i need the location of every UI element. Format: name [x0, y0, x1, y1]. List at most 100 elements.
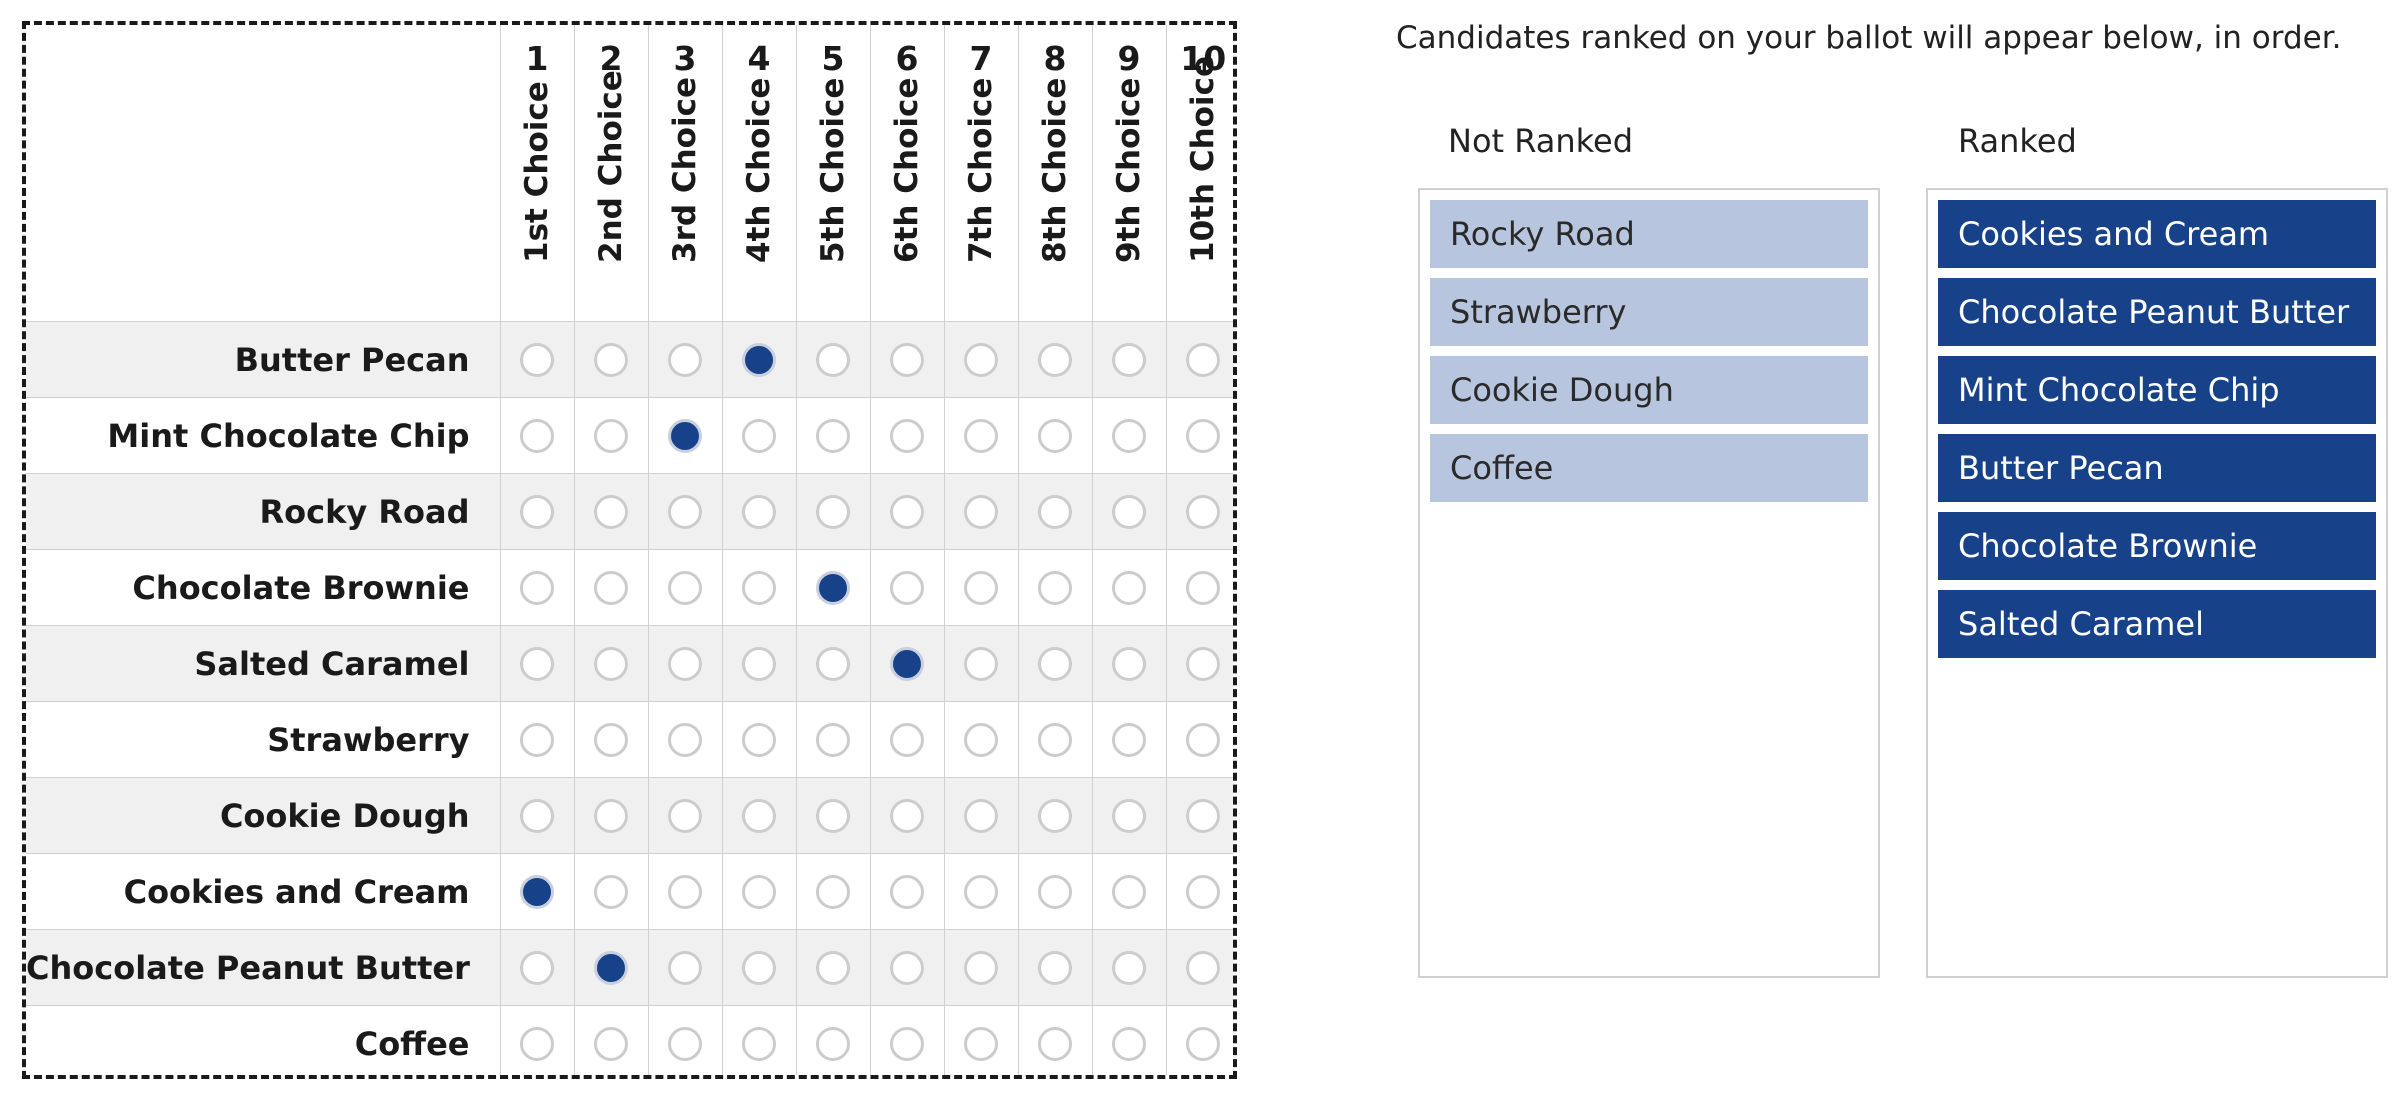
rank-bubble[interactable]: [1186, 494, 1221, 529]
rank-bubble[interactable]: [816, 646, 850, 681]
rank-bubble[interactable]: [964, 342, 998, 377]
rank-bubble[interactable]: [1112, 494, 1146, 529]
rank-bubble-selected[interactable]: [742, 342, 776, 377]
rank-bubble[interactable]: [890, 950, 924, 985]
rank-bubble[interactable]: [520, 342, 554, 377]
rank-bubble[interactable]: [964, 646, 998, 681]
rank-bubble[interactable]: [742, 1026, 776, 1061]
rank-bubble[interactable]: [742, 646, 776, 681]
rank-bubble[interactable]: [742, 950, 776, 985]
rank-bubble[interactable]: [890, 798, 924, 833]
rank-bubble[interactable]: [1186, 570, 1221, 605]
not-ranked-item[interactable]: Strawberry: [1430, 278, 1868, 346]
rank-bubble-selected[interactable]: [594, 950, 628, 985]
rank-bubble[interactable]: [1186, 418, 1221, 453]
rank-bubble[interactable]: [1038, 342, 1072, 377]
not-ranked-item[interactable]: Coffee: [1430, 434, 1868, 502]
rank-bubble[interactable]: [520, 722, 554, 757]
rank-bubble[interactable]: [1112, 418, 1146, 453]
rank-bubble[interactable]: [964, 798, 998, 833]
rank-bubble[interactable]: [816, 418, 850, 453]
rank-bubble[interactable]: [964, 494, 998, 529]
rank-bubble[interactable]: [594, 722, 628, 757]
rank-bubble[interactable]: [594, 570, 628, 605]
ranked-item[interactable]: Mint Chocolate Chip: [1938, 356, 2376, 424]
rank-bubble[interactable]: [1038, 418, 1072, 453]
rank-bubble[interactable]: [1038, 798, 1072, 833]
rank-bubble[interactable]: [742, 494, 776, 529]
ranked-item[interactable]: Chocolate Peanut Butter: [1938, 278, 2376, 346]
rank-bubble[interactable]: [816, 798, 850, 833]
rank-bubble[interactable]: [1038, 494, 1072, 529]
rank-bubble-selected[interactable]: [520, 874, 554, 909]
rank-bubble[interactable]: [1038, 874, 1072, 909]
rank-bubble[interactable]: [668, 798, 702, 833]
rank-bubble[interactable]: [816, 950, 850, 985]
rank-bubble[interactable]: [1112, 874, 1146, 909]
rank-bubble[interactable]: [520, 798, 554, 833]
rank-bubble[interactable]: [594, 494, 628, 529]
rank-bubble[interactable]: [816, 1026, 850, 1061]
rank-bubble[interactable]: [1112, 570, 1146, 605]
rank-bubble[interactable]: [1038, 722, 1072, 757]
rank-bubble[interactable]: [890, 342, 924, 377]
rank-bubble[interactable]: [964, 722, 998, 757]
rank-bubble[interactable]: [964, 1026, 998, 1061]
rank-bubble[interactable]: [1112, 1026, 1146, 1061]
rank-bubble[interactable]: [520, 418, 554, 453]
rank-bubble[interactable]: [668, 342, 702, 377]
rank-bubble[interactable]: [1112, 722, 1146, 757]
rank-bubble[interactable]: [1112, 950, 1146, 985]
rank-bubble[interactable]: [1186, 342, 1221, 377]
rank-bubble[interactable]: [742, 722, 776, 757]
rank-bubble[interactable]: [594, 874, 628, 909]
rank-bubble[interactable]: [742, 570, 776, 605]
rank-bubble[interactable]: [742, 874, 776, 909]
rank-bubble[interactable]: [594, 798, 628, 833]
rank-bubble[interactable]: [964, 570, 998, 605]
rank-bubble[interactable]: [668, 950, 702, 985]
rank-bubble[interactable]: [594, 1026, 628, 1061]
rank-bubble[interactable]: [742, 798, 776, 833]
ranked-item[interactable]: Butter Pecan: [1938, 434, 2376, 502]
rank-bubble[interactable]: [1038, 1026, 1072, 1061]
rank-bubble[interactable]: [668, 1026, 702, 1061]
rank-bubble[interactable]: [890, 722, 924, 757]
rank-bubble[interactable]: [668, 570, 702, 605]
rank-bubble[interactable]: [1112, 646, 1146, 681]
rank-bubble[interactable]: [890, 874, 924, 909]
ranked-item[interactable]: Salted Caramel: [1938, 590, 2376, 658]
rank-bubble[interactable]: [1112, 798, 1146, 833]
rank-bubble-selected[interactable]: [890, 646, 924, 681]
ranked-item[interactable]: Cookies and Cream: [1938, 200, 2376, 268]
not-ranked-item[interactable]: Rocky Road: [1430, 200, 1868, 268]
rank-bubble[interactable]: [1186, 798, 1221, 833]
not-ranked-item[interactable]: Cookie Dough: [1430, 356, 1868, 424]
rank-bubble[interactable]: [1112, 342, 1146, 377]
rank-bubble[interactable]: [964, 418, 998, 453]
rank-bubble-selected[interactable]: [668, 418, 702, 453]
rank-bubble[interactable]: [520, 494, 554, 529]
rank-bubble[interactable]: [1186, 722, 1221, 757]
rank-bubble-selected[interactable]: [816, 570, 850, 605]
rank-bubble[interactable]: [594, 646, 628, 681]
rank-bubble[interactable]: [668, 874, 702, 909]
rank-bubble[interactable]: [890, 1026, 924, 1061]
rank-bubble[interactable]: [668, 722, 702, 757]
rank-bubble[interactable]: [816, 722, 850, 757]
rank-bubble[interactable]: [520, 570, 554, 605]
rank-bubble[interactable]: [668, 494, 702, 529]
rank-bubble[interactable]: [1186, 950, 1221, 985]
rank-bubble[interactable]: [1038, 950, 1072, 985]
rank-bubble[interactable]: [890, 418, 924, 453]
ranked-list[interactable]: Cookies and Cream Chocolate Peanut Butter…: [1926, 188, 2388, 978]
rank-bubble[interactable]: [520, 950, 554, 985]
rank-bubble[interactable]: [816, 342, 850, 377]
not-ranked-list[interactable]: Rocky Road Strawberry Cookie Dough Coffee: [1418, 188, 1880, 978]
rank-bubble[interactable]: [964, 950, 998, 985]
rank-bubble[interactable]: [594, 418, 628, 453]
rank-bubble[interactable]: [668, 646, 702, 681]
rank-bubble[interactable]: [1038, 570, 1072, 605]
rank-bubble[interactable]: [520, 646, 554, 681]
rank-bubble[interactable]: [520, 1026, 554, 1061]
